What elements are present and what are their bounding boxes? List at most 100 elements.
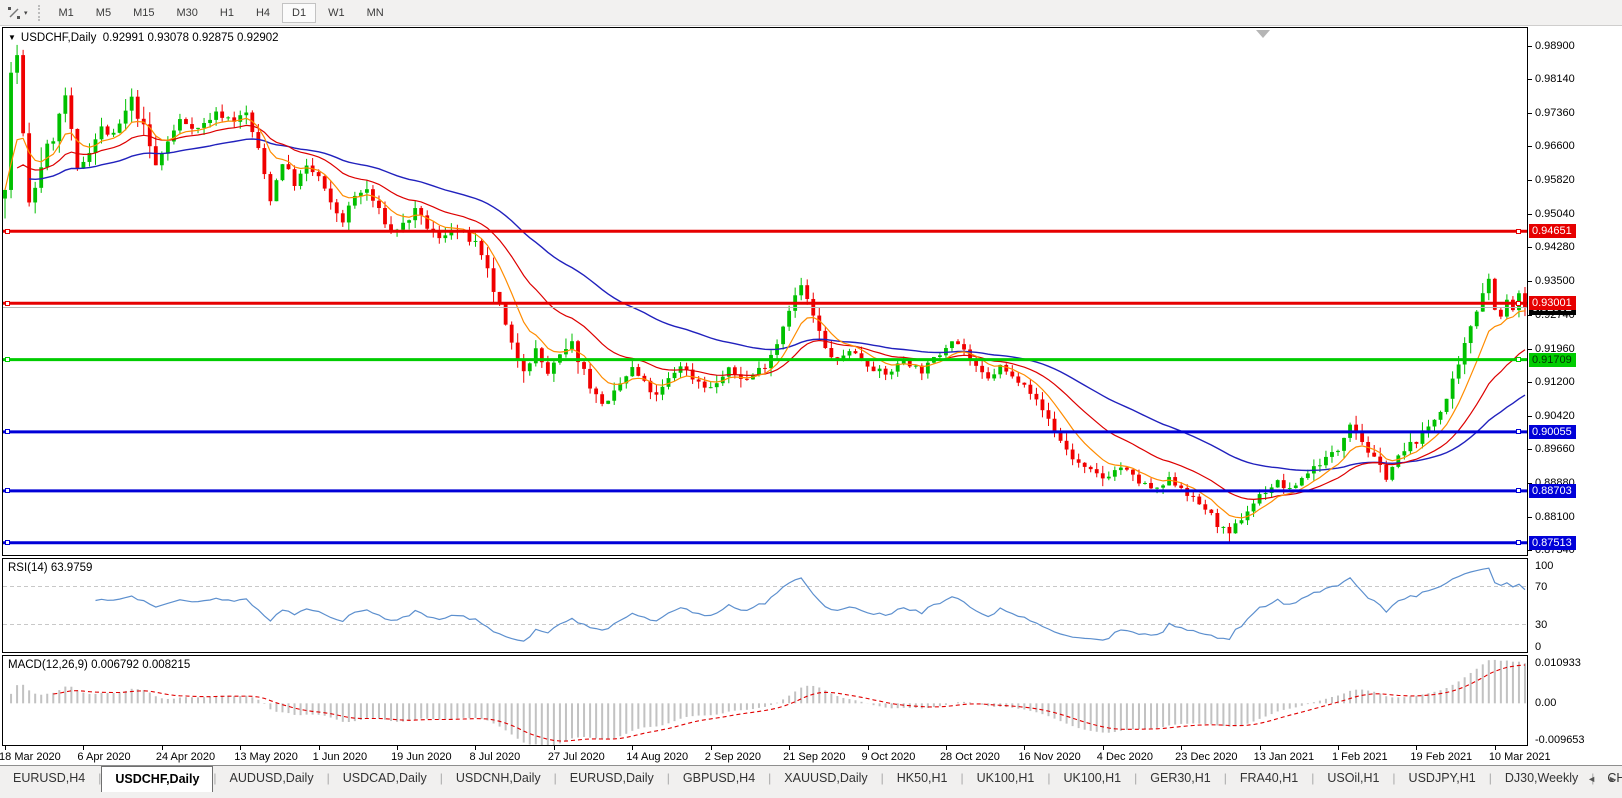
price-tick-mark [1528, 449, 1532, 451]
date-tick-label: 16 Nov 2020 [1018, 751, 1081, 763]
price-axis[interactable]: 0.98900 0.98140 0.97360 0.96600 0.95820 0.950… [1528, 27, 1622, 746]
chart-tab-uk100-h1[interactable]: UK100,H1 [976, 771, 1035, 785]
date-tick-label: 8 Jul 2020 [469, 751, 521, 763]
hline-handle[interactable] [1516, 300, 1521, 306]
chart-tab-usdchf-daily[interactable]: USDCHF,Daily [101, 766, 214, 792]
chart-tab-gbpusd-h4[interactable]: GBPUSD,H4 [682, 771, 756, 785]
price-tick-mark [1528, 247, 1532, 249]
price-tick-label: 0.93500 [1535, 275, 1575, 288]
chart-tab-audusd-daily[interactable]: AUDUSD,Daily [229, 771, 314, 785]
date-tick-mark [5, 746, 7, 750]
timeframe-button-m15[interactable]: M15 [123, 3, 164, 23]
price-tick-label: 0.88100 [1535, 511, 1575, 524]
price-tick-mark [1528, 348, 1532, 350]
macd-pane[interactable] [2, 655, 1528, 746]
hline-handle[interactable] [5, 228, 10, 234]
timeframe-button-h4[interactable]: H4 [246, 3, 280, 23]
chart-tab-bar: EURUSD,H4 | USDCHF,Daily | AUDUSD,Daily | USDC… [0, 765, 1622, 798]
date-tick-label: 6 Apr 2020 [77, 751, 131, 763]
chart-tab-xauusd-daily[interactable]: XAUUSD,Daily [784, 771, 868, 785]
chart-tab-usoil-h1[interactable]: USOil,H1 [1327, 771, 1380, 785]
cursor-tool-dropdown-icon[interactable]: ▾ [24, 9, 28, 17]
hline-handle[interactable] [5, 429, 10, 435]
chart-canvas[interactable] [0, 0, 1622, 746]
date-tick-label: 10 Mar 2021 [1488, 751, 1551, 763]
hline-price-label: 0.88703 [1529, 483, 1576, 498]
hline-handle[interactable] [5, 540, 10, 546]
hline-handle[interactable] [1516, 228, 1521, 234]
price-tick-label: 0.94280 [1535, 241, 1575, 254]
chart-tab-ger30-h1[interactable]: GER30,H1 [1150, 771, 1211, 785]
date-tick-mark [867, 746, 869, 750]
chart-tab-hk50-h1[interactable]: HK50,H1 [896, 771, 948, 785]
hline-handle[interactable] [5, 488, 10, 494]
tab-separator: | [1591, 771, 1595, 785]
price-tick-mark [1528, 381, 1532, 383]
chart-tabs: EURUSD,H4 | USDCHF,Daily | AUDUSD,Daily | USDC… [0, 766, 1622, 792]
rsi-pane[interactable] [2, 558, 1528, 653]
tab-separator: | [880, 771, 884, 785]
rsi-tick-label: 70 [1535, 580, 1548, 593]
hline-price-label: 0.90055 [1529, 424, 1576, 439]
price-tick-mark [1528, 112, 1532, 114]
scroll-to-end-marker-icon[interactable] [1256, 30, 1270, 38]
hline-handle[interactable] [1516, 540, 1521, 546]
tab-separator: | [553, 771, 557, 785]
date-tick-mark [632, 746, 634, 750]
chart-tab-dj30-weekly[interactable]: DJ30,Weekly [1504, 771, 1579, 785]
date-axis[interactable]: 18 Mar 2020 6 Apr 2020 24 Apr 2020 13 May 2… [0, 746, 1622, 765]
price-tick-label: 0.91200 [1535, 375, 1575, 388]
timeframe-button-d1[interactable]: D1 [282, 2, 317, 23]
hline-handle[interactable] [5, 300, 10, 306]
price-tick-label: 0.95040 [1535, 208, 1575, 221]
date-tick-mark [1259, 746, 1261, 750]
date-tick-mark [240, 746, 242, 750]
date-tick-label: 1 Feb 2021 [1332, 751, 1388, 763]
hline-handle[interactable] [1516, 429, 1521, 435]
macd-tick-label: 0.00 [1535, 697, 1557, 710]
tab-scroll-left-icon[interactable]: ◄ [1587, 774, 1597, 784]
hline-handle[interactable] [5, 357, 10, 363]
chart-symbol-period: USDCHF,Daily [20, 32, 97, 44]
date-tick-mark [1024, 746, 1026, 750]
date-tick-mark [1494, 746, 1496, 750]
date-tick-mark [789, 746, 791, 750]
hline-handle[interactable] [1516, 357, 1521, 363]
date-tick-mark [1102, 746, 1104, 750]
timeframe-button-m30[interactable]: M30 [166, 3, 207, 23]
chart-collapse-icon[interactable]: ▼ [8, 33, 16, 42]
chart-ohlc-values: 0.92991 0.93078 0.92875 0.92902 [102, 32, 279, 44]
cursor-tool-icon[interactable] [4, 4, 24, 22]
date-tick-label: 9 Oct 2020 [861, 751, 916, 763]
date-tick-label: 14 Aug 2020 [626, 751, 689, 763]
timeframe-button-h1[interactable]: H1 [210, 3, 244, 23]
date-tick-label: 13 May 2020 [234, 751, 298, 763]
tab-separator: | [98, 771, 102, 785]
tab-separator: | [1392, 771, 1396, 785]
macd-indicator-label: MACD(12,26,9) 0.006792 0.008215 [8, 659, 191, 671]
timeframe-button-m1[interactable]: M1 [49, 3, 84, 23]
tab-separator: | [1223, 771, 1227, 785]
chart-tab-china300-h1[interactable]: CHINA300,H1 [1607, 771, 1622, 785]
date-tick-label: 23 Dec 2020 [1175, 751, 1238, 763]
date-tick-mark [161, 746, 163, 750]
timeframe-button-w1[interactable]: W1 [318, 3, 355, 23]
tab-scroll-right-icon[interactable]: ► [1608, 774, 1617, 784]
chart-tab-uk100-h1[interactable]: UK100,H1 [1063, 771, 1122, 785]
date-tick-label: 19 Jun 2020 [391, 751, 452, 763]
chart-tab-eurusd-daily[interactable]: EURUSD,Daily [569, 771, 654, 785]
price-tick-mark [1528, 314, 1532, 316]
chart-tab-usdjpy-h1[interactable]: USDJPY,H1 [1408, 771, 1476, 785]
chart-tab-eurusd-h4[interactable]: EURUSD,H4 [13, 771, 86, 785]
chart-tab-usdcad-daily[interactable]: USDCAD,Daily [342, 771, 427, 785]
chart-title: ▼ USDCHF,Daily 0.92991 0.93078 0.92875 0.… [8, 32, 279, 44]
chart-tab-usdcnh-daily[interactable]: USDCNH,Daily [455, 771, 541, 785]
macd-tick-label: -0.009653 [1535, 734, 1585, 746]
chart-tab-fra40-h1[interactable]: FRA40,H1 [1239, 771, 1299, 785]
date-tick-mark [1416, 746, 1418, 750]
timeframe-button-m5[interactable]: M5 [86, 3, 121, 23]
date-tick-label: 19 Feb 2021 [1410, 751, 1473, 763]
timeframe-button-mn[interactable]: MN [357, 3, 394, 23]
hline-handle[interactable] [1516, 488, 1521, 494]
